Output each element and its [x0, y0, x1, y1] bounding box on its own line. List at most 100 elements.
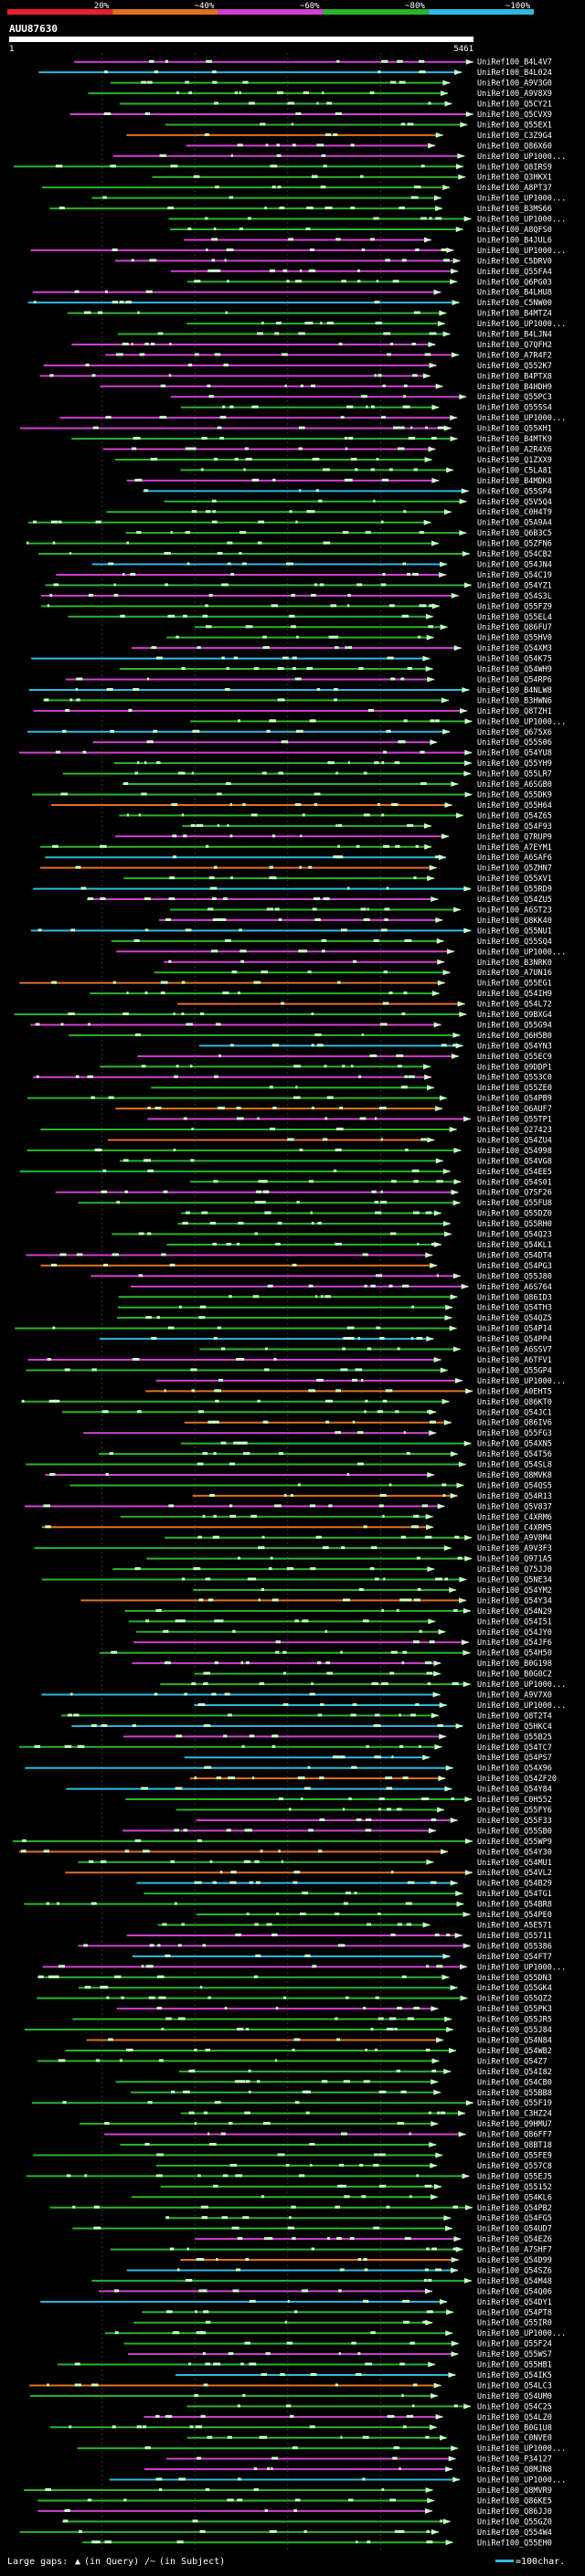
hsp-block: [249, 1577, 257, 1581]
hit-label: UniRef100_Q971A5: [477, 1555, 552, 1564]
hit-row: UniRef100_A0EHT5: [145, 1387, 552, 1396]
hsp-block: [312, 907, 317, 911]
hsp-block: [292, 143, 296, 147]
hsp-block: [352, 1378, 357, 1382]
hsp-block: [381, 2488, 385, 2492]
hsp-block: [343, 1337, 350, 1341]
hsp-block: [413, 468, 418, 472]
hit-row: UniRef100_Q55FU8: [78, 1199, 552, 1208]
hit-end-arrow: [441, 1849, 449, 1855]
hit-end-arrow: [430, 2194, 438, 2200]
hsp-block: [429, 604, 435, 608]
hit-label: UniRef100_Q8IRS9: [477, 163, 552, 172]
hsp-block: [299, 1148, 303, 1151]
hsp-block: [80, 886, 87, 890]
hsp-block: [45, 2488, 52, 2492]
hsp-block: [271, 604, 278, 608]
hsp-block: [194, 2393, 199, 2397]
hsp-block: [335, 1389, 342, 1393]
hsp-block: [302, 1892, 308, 1895]
hit-row: UniRef100_Q75JJ0: [112, 1565, 552, 1574]
hit-label: UniRef100_Q54TG1: [477, 1890, 552, 1899]
hsp-block: [276, 91, 284, 95]
hsp-block: [101, 1410, 108, 1414]
hit-end-arrow: [459, 498, 467, 504]
in-query-label: (in Query): [84, 2557, 139, 2567]
hsp-block: [340, 1650, 343, 1654]
hsp-block: [381, 1608, 384, 1612]
hsp-block: [98, 311, 103, 314]
hit-row: UniRef100_Q54Q06: [98, 2287, 552, 2296]
hit-row: UniRef100_Q54I51: [128, 1617, 552, 1627]
hsp-block: [311, 1682, 314, 1686]
hsp-block: [361, 1033, 364, 1036]
hsp-block: [263, 1368, 270, 1372]
hsp-block: [365, 1829, 372, 1832]
hsp-block: [348, 437, 354, 440]
hsp-block: [52, 1326, 56, 1330]
hit-label: UniRef100_Q5CVX9: [477, 111, 552, 120]
hsp-block: [229, 1504, 233, 1508]
hit-end-arrow: [464, 1797, 473, 1803]
hsp-block: [424, 2268, 429, 2272]
hsp-block: [164, 1389, 166, 1393]
hit-end-arrow: [448, 2455, 456, 2462]
hit-end-arrow: [455, 164, 463, 170]
hsp-block: [245, 1661, 250, 1665]
hsp-block: [369, 238, 375, 241]
hsp-block: [441, 248, 448, 251]
hsp-block: [156, 1316, 161, 1320]
hsp-block: [241, 1744, 245, 1748]
hsp-block: [338, 2163, 343, 2167]
hsp-block: [196, 823, 204, 827]
hsp-block: [383, 970, 388, 974]
hit-end-arrow: [443, 2215, 452, 2221]
hit-label: UniRef100_Q54F93: [477, 822, 552, 832]
hsp-block: [324, 1629, 328, 1633]
hsp-block: [236, 2268, 241, 2272]
hsp-block: [60, 1023, 64, 1026]
hsp-block: [207, 2132, 210, 2136]
hsp-block: [158, 1996, 166, 1999]
hit-end-arrow: [435, 1106, 443, 1112]
hsp-block: [288, 238, 294, 241]
hsp-block: [55, 750, 61, 754]
hsp-block: [277, 2153, 285, 2157]
hit-row: UniRef100_Q7QFH2: [71, 341, 552, 350]
hsp-block: [237, 2028, 244, 2031]
hsp-block: [58, 2059, 66, 2062]
hit-row: UniRef100_A9V7X0: [41, 1691, 552, 1701]
hit-end-arrow: [438, 1628, 446, 1635]
hsp-block: [418, 59, 425, 63]
hsp-block: [239, 227, 244, 230]
hsp-block: [169, 1263, 176, 1267]
hit-label: UniRef100_Q55NU1: [477, 927, 552, 936]
hsp-block: [338, 2289, 342, 2293]
hsp-block: [413, 2007, 420, 2010]
hit-row: UniRef100_Q54CB0: [115, 2078, 552, 2087]
hsp-block: [431, 2247, 437, 2251]
hsp-block: [287, 2299, 290, 2303]
hit-label: UniRef100_Q55YH9: [477, 759, 552, 769]
hsp-block: [363, 2007, 367, 2010]
hsp-block: [103, 1263, 109, 1267]
hsp-block: [361, 2195, 367, 2199]
hsp-block: [253, 2488, 259, 2492]
hit-end-arrow: [436, 938, 444, 944]
hit-row: UniRef100_P34127: [165, 2455, 552, 2465]
hit-row: UniRef100_Q54I82: [178, 2068, 552, 2077]
hsp-block: [253, 2467, 258, 2471]
hit-row: UniRef100_Q54XN5: [180, 1440, 552, 1449]
hit-row: UniRef100_Q55RH0: [177, 1220, 552, 1229]
hit-label: UniRef100_C4XRM5: [477, 1523, 552, 1532]
hit-label: UniRef100_UP1000...: [477, 1701, 566, 1711]
hit-label: UniRef100_Q54ZU5: [477, 896, 552, 905]
hit-row: UniRef100_UP1000...: [194, 1701, 566, 1711]
hit-end-arrow: [435, 2413, 443, 2420]
hsp-block: [420, 164, 425, 168]
hsp-block: [396, 2069, 401, 2072]
hsp-block: [379, 2153, 386, 2157]
hsp-block: [200, 2414, 206, 2418]
hsp-block: [240, 2362, 244, 2366]
hit-label: UniRef100_Q54S3L: [477, 592, 552, 601]
